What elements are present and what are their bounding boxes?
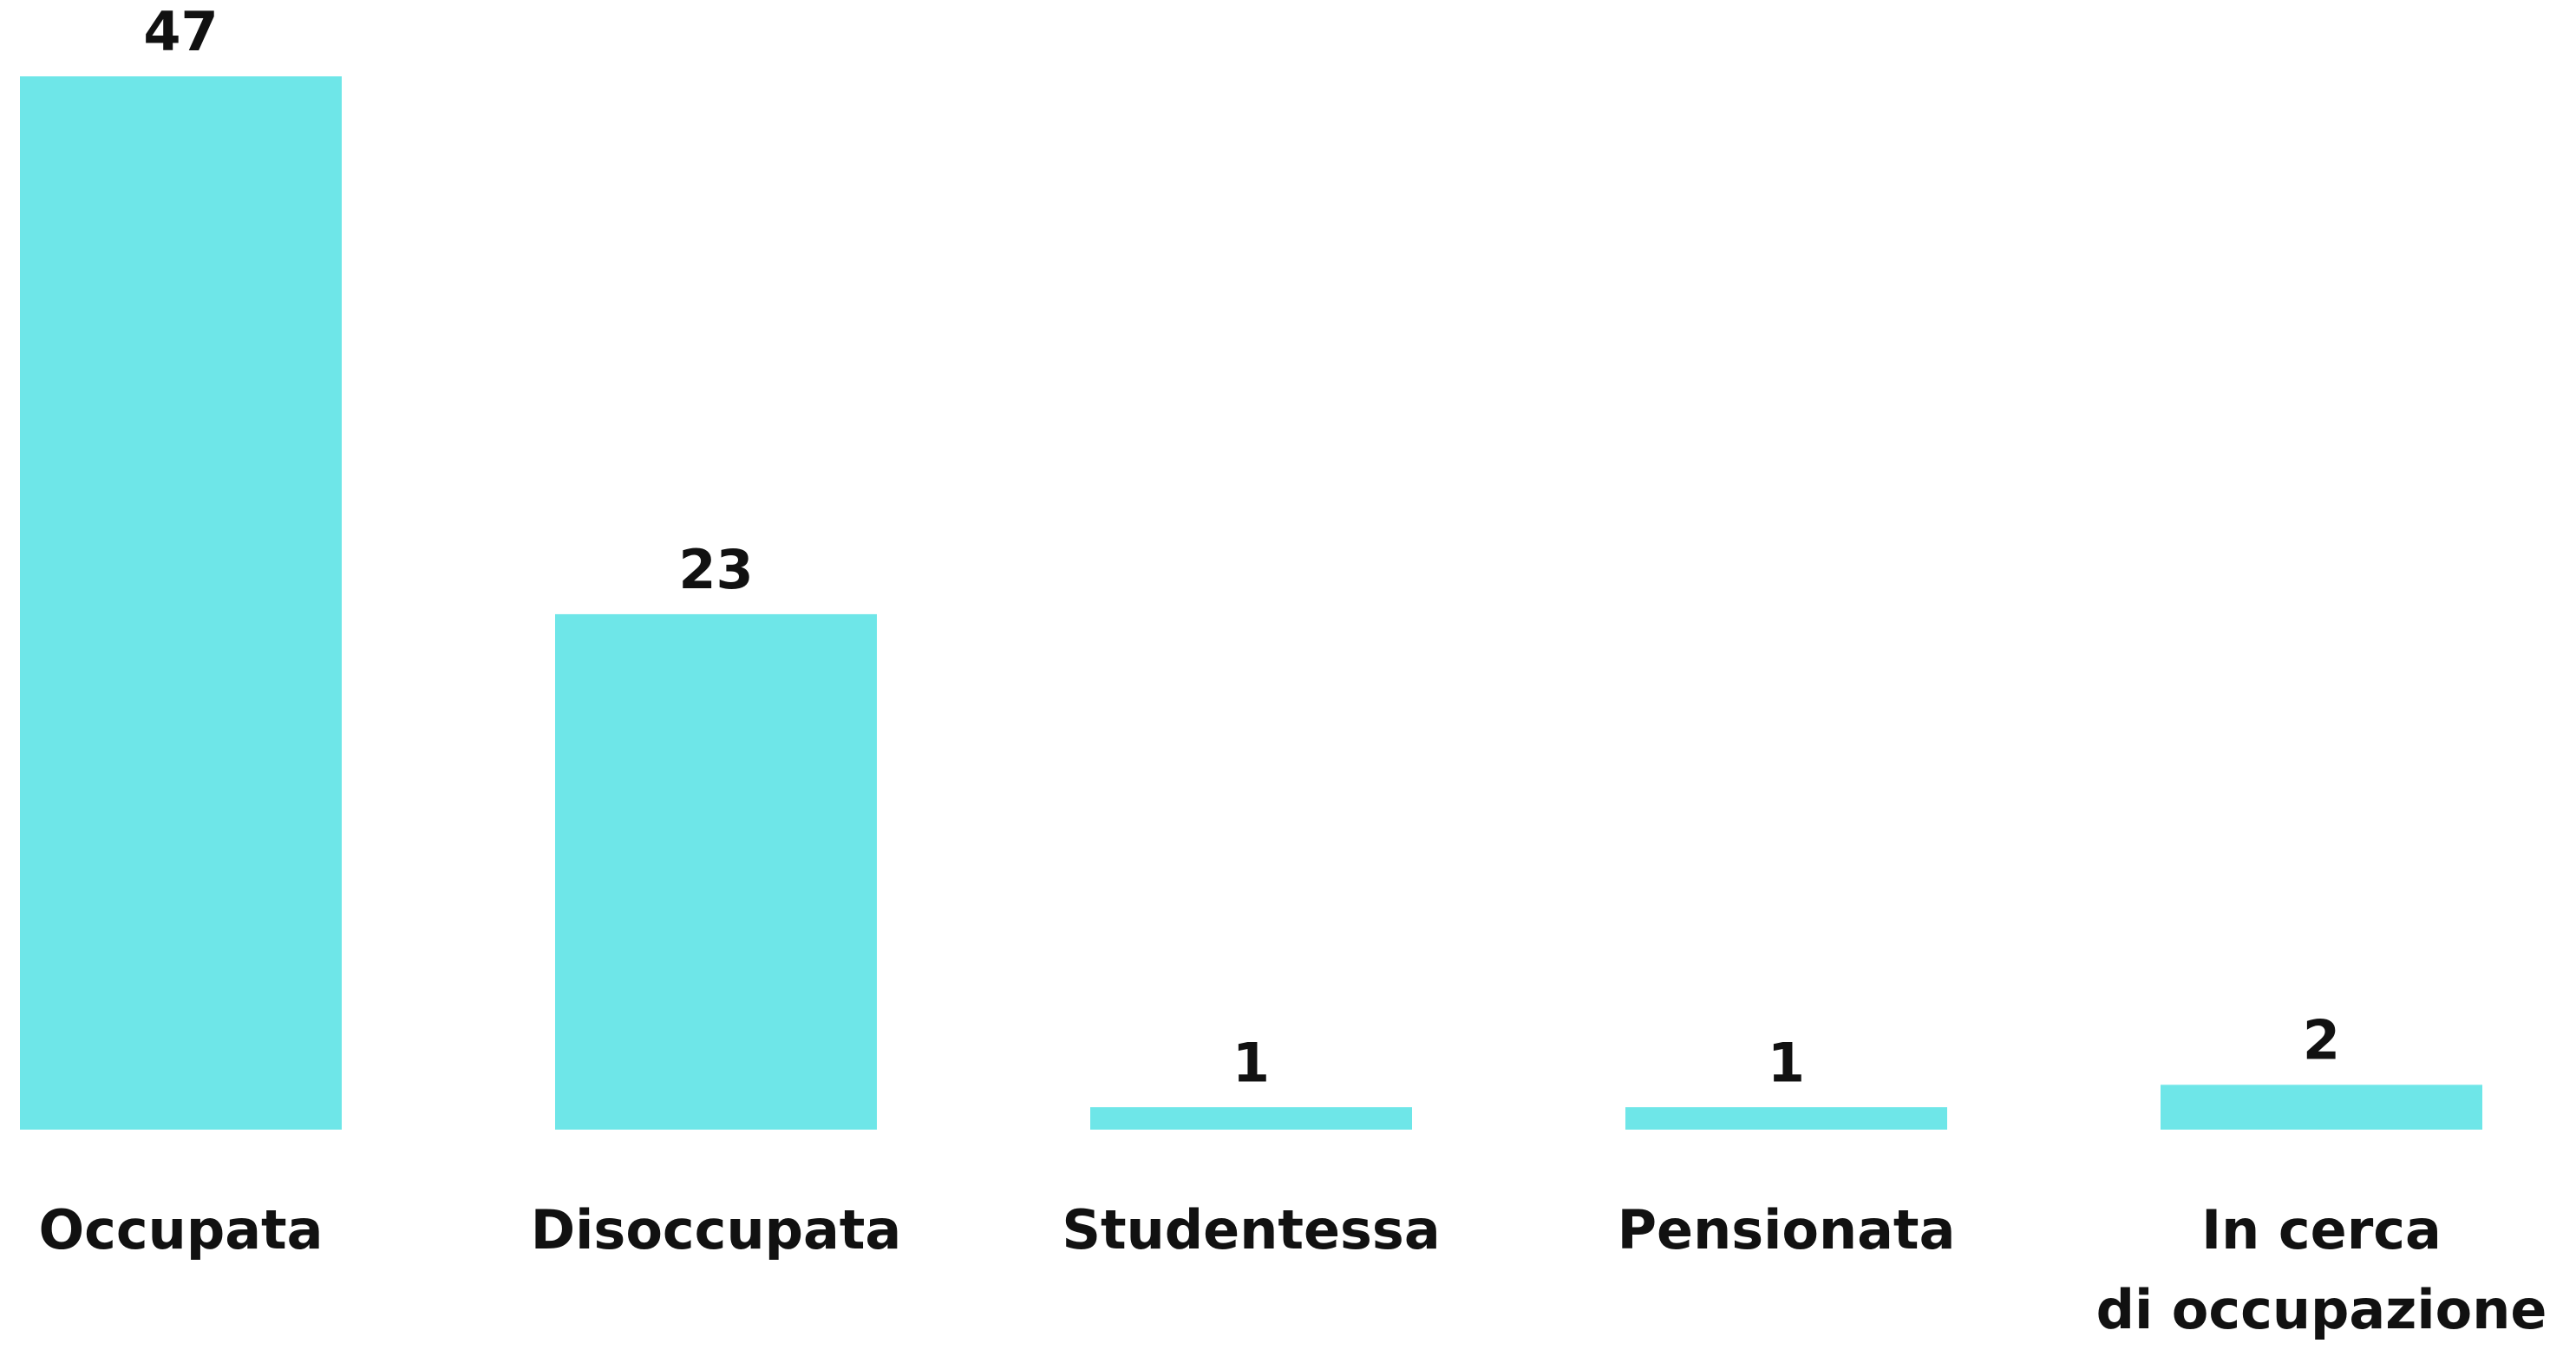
x-tick-label: Studentessa	[1062, 1198, 1441, 1262]
value-label: 1	[1232, 1031, 1270, 1094]
bar	[1625, 1107, 1947, 1130]
x-tick-label: Occupata	[38, 1198, 324, 1262]
bar	[555, 613, 877, 1130]
bar	[20, 76, 342, 1130]
bar	[2161, 1085, 2482, 1130]
value-label: 2	[2303, 1008, 2340, 1071]
x-tick-label: Pensionata	[1617, 1198, 1956, 1262]
x-tick-label: Disoccupata	[530, 1198, 902, 1262]
x-tick-label: In cerca di occupazione	[2095, 1198, 2547, 1341]
value-label: 23	[678, 538, 753, 601]
value-label: 1	[1768, 1031, 1805, 1094]
value-label: 47	[143, 0, 218, 63]
bar	[1090, 1107, 1412, 1130]
